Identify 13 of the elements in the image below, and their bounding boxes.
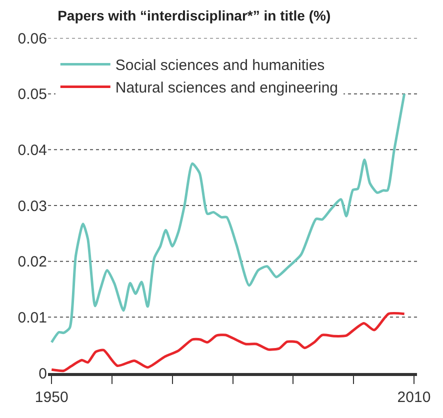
y-tick-label: 0.04	[18, 142, 47, 159]
y-tick-label: 0.06	[18, 30, 47, 48]
legend-label: Natural sciences and engineering	[115, 80, 338, 97]
y-tick-label: 0.05	[18, 86, 47, 104]
x-tick-label: 2010	[397, 388, 431, 406]
legend-label: Social sciences and humanities	[115, 57, 325, 74]
y-tick-label: 0.01	[18, 309, 47, 326]
y-tick-label: 0.02	[18, 254, 47, 271]
chart-title: Papers with “interdisciplinar*” in title (%)	[58, 7, 331, 24]
y-tick-label: 0	[38, 365, 47, 382]
line-series	[50, 312, 406, 372]
y-tick-label: 0.03	[18, 198, 47, 215]
x-tick-label: 1950	[34, 388, 68, 406]
